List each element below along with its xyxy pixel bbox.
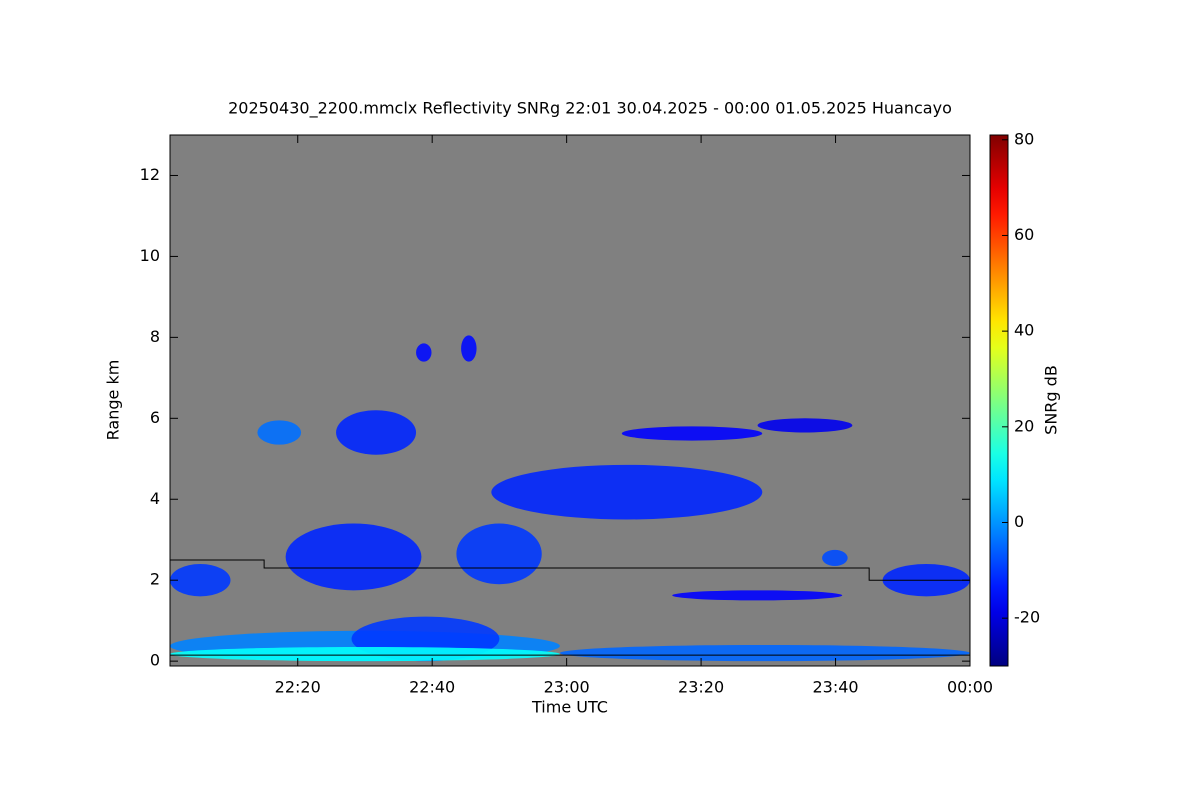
y-tick-label: 10 — [140, 246, 160, 265]
echo — [559, 644, 970, 662]
x-tick-label: 23:40 — [812, 678, 858, 697]
colorbar — [989, 134, 1009, 667]
x-axis-label: Time UTC — [531, 698, 608, 717]
colorbar-tick-label: 80 — [1014, 129, 1034, 148]
y-tick-label: 0 — [150, 651, 160, 670]
echo — [416, 343, 432, 362]
echo — [456, 523, 542, 585]
echo — [461, 335, 477, 362]
chart-title: 20250430_2200.mmclx Reflectivity SNRg 22… — [228, 99, 952, 119]
colorbar-tick-label: -20 — [1014, 608, 1040, 627]
y-axis-label: Range km — [104, 360, 123, 441]
echo — [491, 464, 763, 520]
y-tick-label: 2 — [150, 570, 160, 589]
echo-layer — [170, 335, 970, 662]
colorbar-tick-label: 60 — [1014, 225, 1034, 244]
echo — [621, 426, 763, 441]
echo — [257, 420, 302, 445]
plot-background — [170, 135, 970, 666]
echo — [757, 418, 853, 433]
x-tick-label: 23:00 — [544, 678, 590, 697]
x-tick-label: 23:20 — [678, 678, 724, 697]
y-tick-label: 4 — [150, 489, 160, 508]
x-tick-label: 00:00 — [947, 678, 993, 697]
colorbar-tick-label: 0 — [1014, 512, 1024, 531]
height-line — [170, 559, 970, 581]
colorbar-label: SNRg dB — [1042, 365, 1061, 435]
colorbar-tick-label: 40 — [1014, 321, 1034, 340]
x-tick-label: 22:20 — [275, 678, 321, 697]
echo — [170, 646, 560, 662]
echo — [822, 549, 848, 567]
y-tick-label: 8 — [150, 327, 160, 346]
echo — [285, 523, 422, 591]
y-tick-label: 6 — [150, 408, 160, 427]
colorbar-tick-label: 20 — [1014, 416, 1034, 435]
echo — [170, 564, 231, 597]
echo — [672, 590, 843, 601]
plot-frame — [169, 134, 971, 667]
x-tick-label: 22:40 — [409, 678, 455, 697]
y-tick-label: 12 — [140, 165, 160, 184]
echo — [336, 410, 417, 455]
